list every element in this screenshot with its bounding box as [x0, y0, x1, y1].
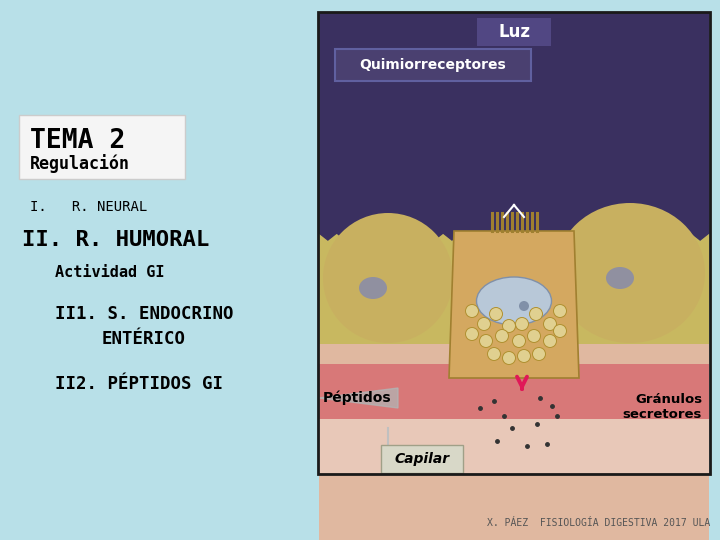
Text: Actividad GI: Actividad GI [55, 265, 164, 280]
Ellipse shape [533, 348, 546, 361]
Ellipse shape [503, 320, 516, 333]
Circle shape [519, 301, 529, 311]
Ellipse shape [544, 334, 557, 348]
Polygon shape [449, 231, 579, 378]
Polygon shape [319, 13, 709, 240]
Ellipse shape [359, 277, 387, 299]
FancyBboxPatch shape [19, 115, 185, 179]
Text: Regulación: Regulación [30, 154, 130, 173]
Ellipse shape [554, 325, 567, 338]
Ellipse shape [516, 318, 528, 330]
Ellipse shape [466, 305, 479, 318]
Text: Gránulos
secretores: Gránulos secretores [623, 393, 702, 421]
Ellipse shape [323, 213, 453, 343]
Text: Capilar: Capilar [395, 452, 449, 466]
Ellipse shape [528, 329, 541, 342]
Bar [318, 12, 710, 474]
Ellipse shape [555, 203, 705, 343]
Text: I.   R. NEURAL: I. R. NEURAL [30, 200, 148, 214]
Ellipse shape [490, 307, 503, 321]
Ellipse shape [606, 267, 634, 289]
Bar [319, 344, 709, 540]
Ellipse shape [495, 329, 508, 342]
Text: TEMA 2: TEMA 2 [30, 128, 125, 154]
FancyBboxPatch shape [477, 18, 551, 46]
Ellipse shape [513, 334, 526, 348]
Bar [319, 13, 709, 234]
Bar [319, 364, 709, 419]
Ellipse shape [544, 318, 557, 330]
Text: Luz: Luz [498, 23, 530, 41]
Ellipse shape [529, 307, 542, 321]
Text: X. PÁEZ  FISIOLOGÍA DIGESTIVA 2017 ULA: X. PÁEZ FISIOLOGÍA DIGESTIVA 2017 ULA [487, 518, 710, 528]
Text: Quimiorreceptores: Quimiorreceptores [359, 58, 506, 72]
Bar [319, 364, 709, 378]
Ellipse shape [503, 352, 516, 365]
Ellipse shape [477, 318, 490, 330]
Bar [319, 419, 709, 473]
Ellipse shape [518, 349, 531, 362]
Text: ENTÉRICO: ENTÉRICO [102, 330, 186, 348]
FancyBboxPatch shape [335, 49, 531, 81]
Bar [319, 13, 709, 473]
Text: Péptidos: Péptidos [323, 391, 392, 405]
Ellipse shape [477, 277, 552, 325]
Ellipse shape [466, 327, 479, 341]
FancyBboxPatch shape [381, 445, 463, 473]
Ellipse shape [487, 348, 500, 361]
Text: II. R. HUMORAL: II. R. HUMORAL [22, 230, 210, 250]
Ellipse shape [554, 305, 567, 318]
Polygon shape [319, 388, 398, 408]
Text: II1. S. ENDOCRINO: II1. S. ENDOCRINO [55, 305, 233, 323]
Text: II2. PÉPTIDOS GI: II2. PÉPTIDOS GI [55, 375, 223, 393]
Ellipse shape [480, 334, 492, 348]
